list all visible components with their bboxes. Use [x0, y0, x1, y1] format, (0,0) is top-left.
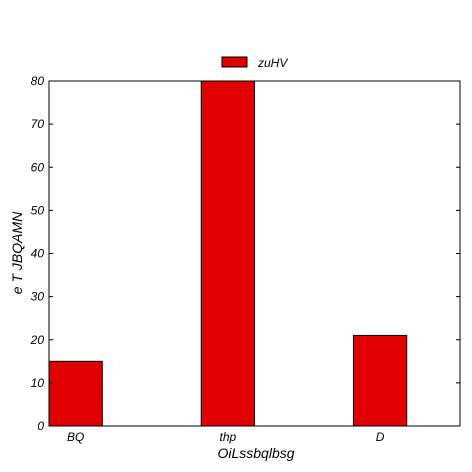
- x-axis-ticks: BQ thp D: [67, 430, 385, 444]
- x-tick-label: thp: [220, 430, 237, 444]
- legend-label: zuHV: [257, 56, 288, 70]
- y-axis-title: e T JBQAMN: [9, 211, 25, 294]
- y-tick-label: 30: [31, 290, 45, 304]
- legend: zuHV: [221, 56, 288, 70]
- bar-D: [352, 334, 408, 427]
- x-tick-label: BQ: [67, 430, 84, 444]
- y-tick-label: 80: [31, 74, 45, 88]
- y-tick-label: 40: [31, 247, 45, 261]
- y-axis-ticks: 0 10 20 30 40 50 60 70 80: [30, 74, 460, 433]
- legend-swatch: [221, 56, 248, 68]
- bar-BQ: [48, 360, 103, 427]
- y-tick-label: 70: [31, 117, 45, 131]
- x-tick-label: D: [376, 430, 385, 444]
- bar-thp: [200, 80, 256, 427]
- y-tick-label: 50: [31, 203, 45, 217]
- y-tick-label: 0: [37, 419, 44, 433]
- y-tick-label: 60: [31, 160, 45, 174]
- x-axis-title: OiLssbqlbsg: [217, 445, 294, 461]
- y-tick-label: 20: [30, 333, 45, 347]
- bars-group: [48, 80, 408, 427]
- y-tick-label: 10: [31, 376, 45, 390]
